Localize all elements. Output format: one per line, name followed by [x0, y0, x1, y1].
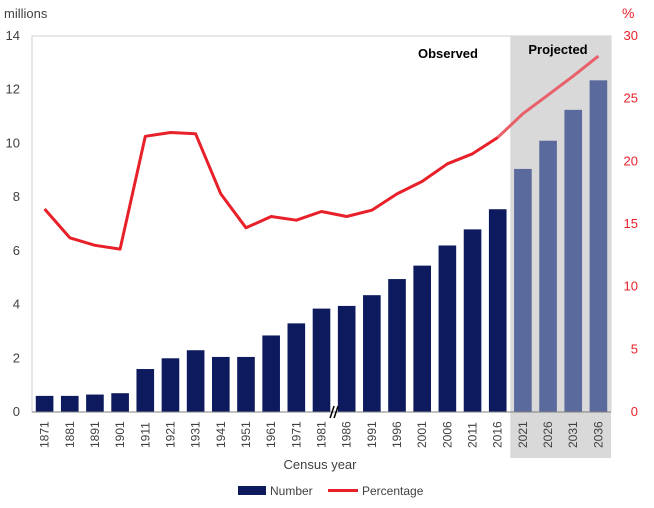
- bar-2021: [514, 168, 532, 412]
- bar-1881: [60, 395, 79, 412]
- bar-2001: [413, 265, 432, 412]
- x-tick-1911: 1911: [138, 422, 152, 448]
- percentage-line-observed: [43, 131, 499, 251]
- x-tick-1961: 1961: [264, 421, 278, 448]
- x-tick-1891: 1891: [88, 421, 102, 448]
- bar-2036: [589, 80, 608, 413]
- x-tick-2036: 2036: [591, 421, 605, 448]
- bar-1961: [262, 335, 280, 412]
- percentage-line-projected: [496, 54, 600, 139]
- projected-label: Projected: [528, 42, 587, 57]
- y2-tick-15: 15: [624, 216, 638, 231]
- y-tick-2: 2: [13, 350, 20, 365]
- bar-1991: [363, 295, 381, 412]
- legend-percentage-label: Percentage: [362, 484, 424, 498]
- bar-1871: [35, 395, 54, 412]
- y-tick-10: 10: [6, 135, 20, 150]
- y-tick-14: 14: [6, 28, 20, 43]
- y-tick-4: 4: [13, 297, 20, 312]
- x-tick-1871: 1871: [38, 421, 52, 448]
- x-tick-2006: 2006: [440, 421, 454, 448]
- legend: Number Percentage: [238, 484, 424, 498]
- bar-2016: [488, 209, 507, 412]
- x-axis-ticks: 1871 1881 1891 1901 1911 1921 1931 1941 1951 1961…: [38, 421, 606, 448]
- bar-1941: [211, 356, 230, 412]
- x-tick-1951: 1951: [239, 421, 253, 448]
- x-tick-2026: 2026: [541, 421, 555, 448]
- bar-1951: [237, 356, 255, 412]
- legend-number-swatch: [238, 486, 266, 495]
- x-tick-1921: 1921: [163, 421, 177, 448]
- x-tick-2031: 2031: [566, 421, 580, 448]
- x-tick-1901: 1901: [113, 421, 127, 448]
- y-tick-8: 8: [13, 189, 20, 204]
- bar-1921: [161, 358, 180, 412]
- y2-tick-20: 20: [624, 153, 638, 168]
- y-tick-6: 6: [13, 243, 20, 258]
- bar-2006: [438, 245, 457, 412]
- axis-break: [329, 405, 339, 419]
- x-tick-1881: 1881: [63, 421, 77, 448]
- x-tick-1981: 1981: [315, 421, 329, 448]
- y2-tick-5: 5: [631, 341, 638, 356]
- y-tick-12: 12: [6, 82, 20, 97]
- left-axis-ticks: 0 2 4 6 8 10 12 14: [6, 28, 20, 419]
- y2-tick-10: 10: [624, 279, 638, 294]
- axis-break-mark-1: [329, 405, 335, 419]
- y2-axis-title: %: [622, 5, 634, 21]
- bar-1891: [86, 394, 104, 412]
- x-tick-1996: 1996: [390, 421, 404, 448]
- x-tick-1941: 1941: [214, 421, 228, 448]
- bar-1981: [312, 308, 331, 412]
- bar-1986: [337, 305, 356, 412]
- bar-2026: [539, 140, 557, 412]
- x-axis-title: Census year: [284, 457, 358, 472]
- bar-1901: [111, 393, 129, 412]
- bar-1996: [388, 279, 406, 412]
- percentage-line: [43, 54, 600, 251]
- x-tick-1931: 1931: [189, 421, 203, 448]
- right-axis-ticks: 0 5 10 15 20 25 30: [624, 28, 638, 419]
- bar-1911: [136, 369, 155, 412]
- axis-break-mark-2: [333, 405, 339, 419]
- bars: [35, 80, 608, 413]
- y2-tick-0: 0: [631, 404, 638, 419]
- bar-2011: [463, 229, 482, 412]
- x-tick-1991: 1991: [365, 421, 379, 448]
- y2-tick-25: 25: [624, 91, 638, 106]
- bar-1971: [287, 323, 306, 412]
- x-tick-1971: 1971: [289, 421, 303, 448]
- x-tick-1986: 1986: [340, 421, 354, 448]
- x-tick-2021: 2021: [516, 421, 530, 448]
- y2-tick-30: 30: [624, 28, 638, 43]
- x-tick-2001: 2001: [415, 421, 429, 448]
- bar-1931: [186, 350, 205, 412]
- bar-2031: [564, 109, 583, 412]
- x-tick-2016: 2016: [491, 421, 505, 448]
- y-axis-title: millions: [4, 6, 48, 21]
- y-tick-0: 0: [13, 404, 20, 419]
- legend-number-label: Number: [270, 484, 313, 498]
- observed-label: Observed: [418, 46, 478, 61]
- x-tick-2011: 2011: [466, 422, 480, 448]
